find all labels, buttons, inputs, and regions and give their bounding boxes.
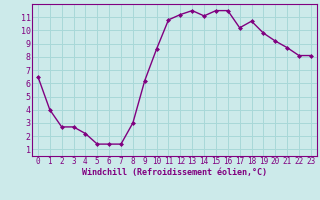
X-axis label: Windchill (Refroidissement éolien,°C): Windchill (Refroidissement éolien,°C): [82, 168, 267, 177]
